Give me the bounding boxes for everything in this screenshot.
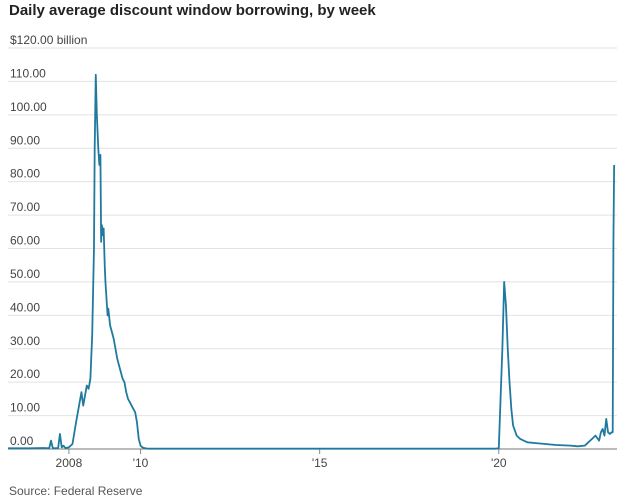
y-tick-label: 20.00: [10, 367, 40, 381]
source-note: Source: Federal Reserve: [9, 484, 143, 498]
y-tick-label: 50.00: [10, 267, 40, 281]
y-tick-label: 80.00: [10, 167, 40, 181]
x-tick-label: '10: [133, 456, 149, 470]
x-tick-label: '15: [312, 456, 328, 470]
x-tick-label: '20: [491, 456, 507, 470]
gridlines: [8, 47, 617, 417]
x-axis-tick-labels: 2008 '10 '15 '20: [56, 449, 507, 470]
y-tick-label: $120.00 billion: [10, 33, 87, 47]
series-line: [8, 73, 616, 450]
y-tick-label: 100.00: [10, 100, 47, 114]
y-tick-label: 40.00: [10, 300, 40, 314]
y-tick-label: 90.00: [10, 133, 40, 147]
y-tick-label: 10.00: [10, 401, 40, 415]
y-tick-label: 110.00: [10, 66, 46, 80]
chart-title: Daily average discount window borrowing,…: [9, 2, 376, 19]
y-tick-label: 70.00: [10, 200, 40, 214]
x-tick-label: 2008: [56, 456, 83, 470]
y-tick-label: 30.00: [10, 334, 40, 348]
y-axis-tick-labels: $120.00 billion 110.00 100.00 90.00 80.00 70.…: [10, 33, 87, 448]
y-tick-label: 0.00: [10, 434, 34, 448]
y-tick-label: 60.00: [10, 234, 40, 248]
